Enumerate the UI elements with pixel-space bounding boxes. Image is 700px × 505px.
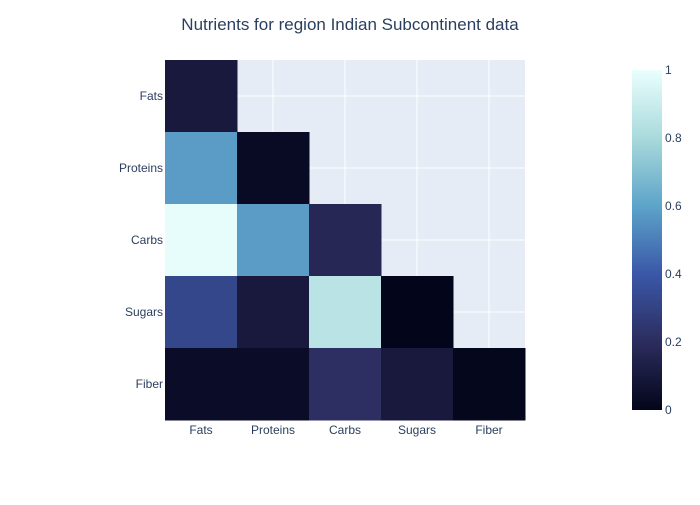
x-tick-label: Carbs	[329, 423, 361, 437]
heatmap-cell-carbs-fats	[165, 204, 238, 277]
heatmap-cell-sugars-sugars	[381, 276, 454, 349]
x-tick-label: Fats	[189, 423, 212, 437]
heatmap-cell-proteins-fats	[165, 132, 238, 205]
y-tick-label: Fats	[140, 89, 163, 103]
colorbar-gradient	[632, 70, 662, 410]
x-tick-label: Fiber	[475, 423, 502, 437]
colorbar-tick-label: 0	[665, 403, 672, 417]
heatmap-cell-fiber-carbs	[309, 348, 382, 421]
heatmap-cell-fiber-fats	[165, 348, 238, 421]
y-tick-label: Proteins	[119, 161, 163, 175]
heatmap-cell-fiber-proteins	[237, 348, 310, 421]
x-tick-label: Proteins	[251, 423, 295, 437]
y-tick-label: Carbs	[131, 233, 163, 247]
heatmap-cell-sugars-proteins	[237, 276, 310, 349]
y-tick-label: Sugars	[125, 305, 163, 319]
heatmap-cell-proteins-proteins	[237, 132, 310, 205]
heatmap-cell-carbs-carbs	[309, 204, 382, 277]
heatmap-cell-sugars-fats	[165, 276, 238, 349]
heatmap-cell-fiber-fiber	[453, 348, 526, 421]
plot-area: Fats Proteins Carbs Sugars Fiber Fats Proteins…	[119, 60, 526, 437]
heatmap-cell-fiber-sugars	[381, 348, 454, 421]
y-tick-label: Fiber	[136, 377, 163, 391]
heatmap-cell-carbs-proteins	[237, 204, 310, 277]
colorbar-tick-label: 0.6	[665, 199, 682, 213]
colorbar-tick-label: 0.4	[665, 267, 682, 281]
x-tick-label: Sugars	[398, 423, 436, 437]
heatmap-cell-fats-fats	[165, 60, 238, 133]
colorbar-tick-label: 0.8	[665, 131, 682, 145]
colorbar-tick-label: 1	[665, 63, 672, 77]
colorbar-tick-label: 0.2	[665, 335, 682, 349]
heatmap-cell-sugars-carbs	[309, 276, 382, 349]
colorbar: 0 0.2 0.4 0.6 0.8 1	[632, 63, 682, 417]
chart-title: Nutrients for region Indian Subcontinent…	[181, 15, 519, 34]
